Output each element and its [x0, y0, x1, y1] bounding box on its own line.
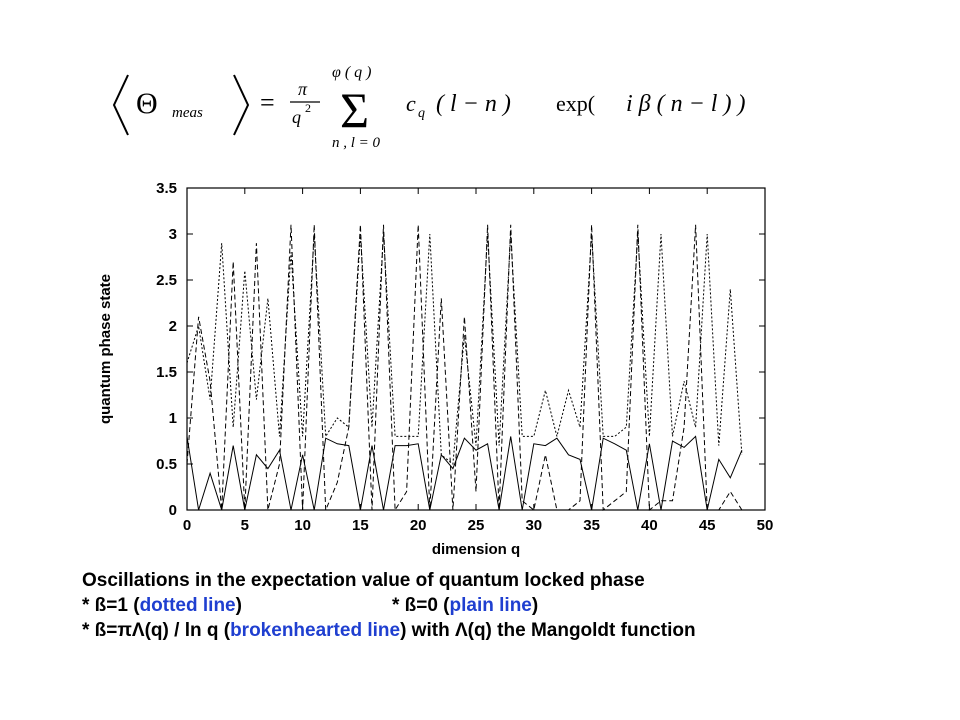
- formula-meas: meas: [172, 105, 203, 121]
- x-axis-title: dimension q: [432, 541, 520, 558]
- x-tick-label: 10: [294, 517, 311, 534]
- series-broken-line: [186, 224, 743, 512]
- series-plain-line: [186, 435, 743, 511]
- term-args: ( l − n ): [436, 91, 511, 117]
- sum-symbol: Σ: [340, 82, 369, 138]
- y-tick-label: 2: [169, 318, 177, 335]
- caption-plain-line-label: plain line: [449, 595, 532, 616]
- y-tick-label: 3: [169, 226, 177, 243]
- caption-dotted-line-label: dotted line: [139, 595, 236, 616]
- formula-pi: π: [298, 79, 308, 99]
- x-tick-label: 25: [468, 517, 485, 534]
- x-tick-label: 50: [757, 517, 774, 534]
- formula-theta: Θ: [136, 87, 158, 120]
- formula: Θ meas = π q 2 φ ( q ) Σ n , l = 0 c q (…: [112, 64, 745, 151]
- caption-beta-mangoldt-prefix: * ß=πΛ(q) / ln q (: [82, 620, 231, 641]
- tick-labels: 0 5 10 15 20 25 30 35 40 45 50 0 0.5 1 1.5 2 2.5 3 3.5: [156, 180, 773, 534]
- caption-beta1-close: ): [235, 595, 242, 616]
- series-dotted-line: [186, 233, 743, 465]
- caption-line-1-text: Oscillations in the expectation value of…: [82, 570, 645, 591]
- x-tick-label: 30: [525, 517, 542, 534]
- right-angle-bracket: [233, 74, 250, 136]
- x-tick-label: 20: [410, 517, 427, 534]
- term-exp-body: i β ( n − l ) ): [626, 91, 745, 117]
- sum-lower: n , l = 0: [332, 135, 381, 151]
- sum-upper: φ ( q ): [332, 64, 372, 81]
- term-c: c: [406, 91, 416, 116]
- caption-mangoldt-suffix: ) with Λ(q) the Mangoldt function: [400, 620, 696, 641]
- caption-beta0-prefix: * ß=0 (: [391, 595, 450, 616]
- left-angle-bracket: [112, 74, 129, 136]
- y-axis-title: quantum phase state: [97, 274, 114, 424]
- x-tick-label: 5: [241, 517, 249, 534]
- y-tick-label: 1.5: [156, 364, 177, 381]
- caption-beta0-close: ): [531, 595, 539, 616]
- caption: Oscillations in the expectation value of…: [82, 568, 942, 643]
- formula-equals: =: [260, 88, 275, 117]
- y-tick-label: 0.5: [156, 456, 177, 473]
- caption-line-2: * ß=1 (dotted line) * ß=0 (plain line): [82, 593, 942, 618]
- formula-q: q: [292, 107, 301, 127]
- series-layer: [186, 224, 743, 512]
- x-tick-label: 15: [352, 517, 369, 534]
- y-tick-label: 2.5: [156, 272, 177, 289]
- y-tick-label: 0: [169, 502, 177, 519]
- caption-line-1: Oscillations in the expectation value of…: [82, 568, 942, 593]
- caption-beta1-prefix: * ß=1 (: [82, 595, 140, 616]
- formula-q-exp: 2: [305, 101, 311, 115]
- chart: 0 5 10 15 20 25 30 35 40 45 50 0 0.5 1 1.5 2 2.5 3 3.5 dim…: [97, 180, 773, 558]
- x-tick-label: 45: [699, 517, 716, 534]
- term-c-sub: q: [418, 106, 425, 121]
- y-tick-label: 3.5: [156, 180, 177, 197]
- caption-broken-line-label: brokenhearted line: [230, 620, 401, 641]
- term-exp: exp(: [556, 91, 595, 116]
- x-tick-label: 0: [183, 517, 191, 534]
- y-tick-label: 1: [169, 410, 177, 427]
- x-tick-label: 40: [641, 517, 658, 534]
- caption-line-3: * ß=πΛ(q) / ln q (brokenhearted line) wi…: [82, 618, 942, 643]
- x-tick-label: 35: [583, 517, 600, 534]
